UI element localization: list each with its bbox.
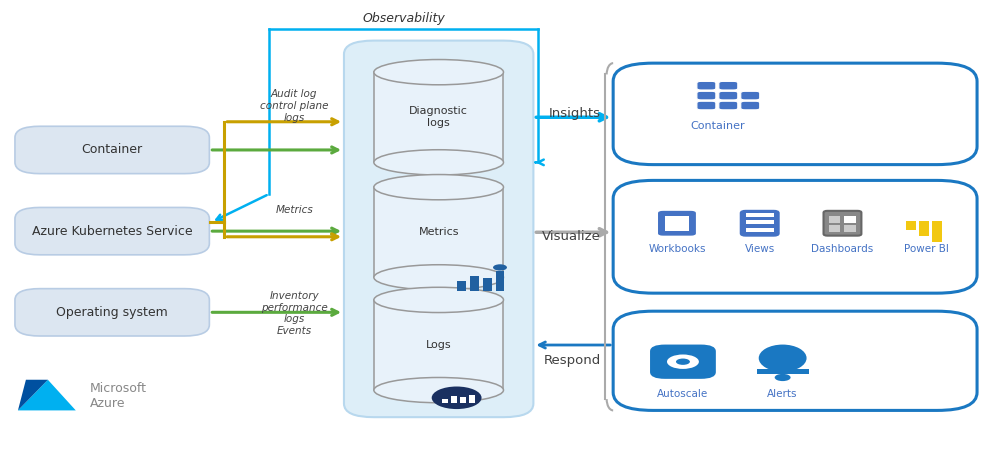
Circle shape	[667, 354, 699, 369]
Text: Inventory
performance
logs
Events: Inventory performance logs Events	[261, 291, 327, 336]
FancyBboxPatch shape	[719, 81, 738, 90]
FancyBboxPatch shape	[697, 101, 716, 110]
Bar	[460, 397, 466, 403]
Bar	[470, 276, 479, 291]
FancyBboxPatch shape	[824, 211, 861, 235]
Circle shape	[775, 374, 791, 381]
FancyBboxPatch shape	[613, 180, 977, 293]
Text: Diagnostic
logs: Diagnostic logs	[409, 106, 469, 128]
FancyBboxPatch shape	[844, 226, 856, 232]
Ellipse shape	[374, 377, 503, 403]
FancyBboxPatch shape	[374, 72, 503, 162]
Text: Workbooks: Workbooks	[648, 244, 706, 254]
FancyBboxPatch shape	[697, 81, 716, 90]
Text: Metrics: Metrics	[275, 205, 313, 215]
FancyBboxPatch shape	[741, 211, 779, 235]
Bar	[451, 396, 457, 403]
Text: Autoscale: Autoscale	[657, 389, 709, 399]
FancyBboxPatch shape	[658, 211, 696, 235]
Circle shape	[432, 387, 482, 409]
Bar	[919, 221, 929, 235]
Bar	[932, 221, 942, 243]
Bar	[906, 221, 916, 230]
Text: Container: Container	[82, 143, 143, 156]
FancyBboxPatch shape	[665, 216, 689, 231]
FancyBboxPatch shape	[15, 126, 209, 174]
FancyBboxPatch shape	[374, 300, 503, 390]
Bar	[746, 227, 774, 232]
Ellipse shape	[374, 150, 503, 175]
FancyBboxPatch shape	[829, 216, 840, 223]
Bar	[457, 281, 466, 291]
Text: Views: Views	[745, 244, 775, 254]
FancyBboxPatch shape	[374, 187, 503, 277]
Bar	[746, 213, 774, 217]
FancyBboxPatch shape	[15, 207, 209, 255]
Text: Audit log
control plane
logs: Audit log control plane logs	[260, 89, 328, 123]
FancyBboxPatch shape	[719, 101, 738, 110]
Text: Container: Container	[690, 120, 745, 131]
Bar	[746, 221, 774, 225]
Text: Operating system: Operating system	[56, 306, 168, 319]
FancyBboxPatch shape	[741, 101, 760, 110]
FancyBboxPatch shape	[741, 91, 760, 100]
Bar	[483, 278, 492, 291]
Circle shape	[493, 264, 506, 271]
Text: Dashboards: Dashboards	[812, 244, 873, 254]
FancyBboxPatch shape	[650, 345, 716, 379]
Text: Insights: Insights	[549, 107, 601, 120]
Text: Alerts: Alerts	[768, 389, 798, 399]
FancyBboxPatch shape	[844, 216, 856, 223]
Polygon shape	[18, 380, 48, 410]
FancyBboxPatch shape	[719, 91, 738, 100]
FancyBboxPatch shape	[344, 41, 533, 417]
FancyBboxPatch shape	[15, 289, 209, 336]
Text: Visualize: Visualize	[542, 230, 601, 243]
Text: Azure Kubernetes Service: Azure Kubernetes Service	[32, 225, 192, 238]
FancyBboxPatch shape	[697, 91, 716, 100]
Bar	[469, 395, 475, 403]
Ellipse shape	[374, 287, 503, 313]
Ellipse shape	[374, 175, 503, 200]
Polygon shape	[18, 380, 76, 410]
Text: Logs: Logs	[426, 340, 452, 350]
Ellipse shape	[374, 265, 503, 290]
Ellipse shape	[374, 60, 503, 85]
FancyBboxPatch shape	[829, 226, 840, 232]
Text: Power BI: Power BI	[903, 244, 949, 254]
Bar	[442, 399, 448, 403]
FancyBboxPatch shape	[613, 311, 977, 410]
Circle shape	[676, 359, 690, 365]
Bar	[496, 271, 504, 291]
Text: Observability: Observability	[363, 13, 445, 25]
Bar	[757, 369, 809, 374]
FancyBboxPatch shape	[613, 63, 977, 165]
Ellipse shape	[759, 345, 807, 372]
Text: Microsoft
Azure: Microsoft Azure	[90, 382, 147, 410]
Text: Metrics: Metrics	[419, 227, 459, 237]
Text: Respond: Respond	[544, 354, 601, 367]
